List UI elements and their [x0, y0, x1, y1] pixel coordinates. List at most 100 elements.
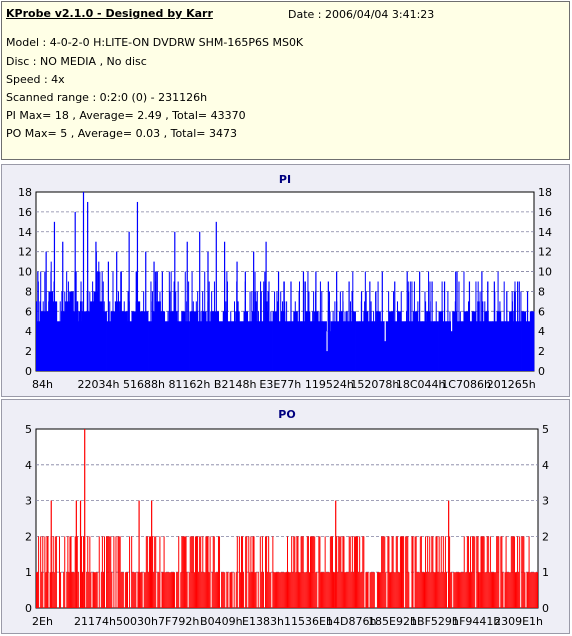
- po-bar: [211, 572, 213, 608]
- po-bar: [77, 572, 79, 608]
- po-bar: [122, 572, 124, 608]
- pi-sample: [64, 291, 66, 371]
- pi-sample: [264, 301, 266, 371]
- po-bar: [90, 572, 92, 608]
- pi-sample: [135, 271, 137, 371]
- pi-sample: [169, 291, 171, 371]
- y-tick-label-right: 14: [538, 226, 552, 239]
- pi-sample: [265, 271, 267, 371]
- pi-spike: [406, 271, 408, 371]
- po-bar: [532, 572, 534, 608]
- po-bar: [297, 536, 299, 608]
- pi-sample: [109, 301, 111, 371]
- po-bars: [36, 429, 538, 608]
- po-bar: [159, 536, 161, 608]
- po-bar: [274, 572, 276, 608]
- po-bar: [174, 572, 176, 608]
- pi-sample: [80, 301, 82, 371]
- po-bar: [444, 536, 446, 608]
- po-bar: [347, 572, 349, 608]
- po-bar: [354, 536, 356, 608]
- pi-sample: [511, 291, 513, 371]
- po-bar: [480, 536, 482, 608]
- pi-bar: [123, 311, 128, 371]
- po-bar: [530, 572, 532, 608]
- po-bar: [214, 572, 216, 608]
- po-bar: [109, 536, 111, 608]
- pi-bar: [496, 311, 502, 371]
- po-bar: [143, 572, 145, 608]
- po-bar: [388, 536, 390, 608]
- po-bar: [285, 572, 287, 608]
- po-bar: [436, 536, 438, 608]
- pi-sample: [127, 291, 129, 371]
- po-bar: [456, 572, 458, 608]
- pi-bar: [401, 321, 406, 371]
- po-bar: [463, 536, 465, 608]
- po-bar: [334, 572, 336, 608]
- po-bar: [398, 572, 400, 608]
- y-tick-label-left: 16: [18, 206, 32, 219]
- pi-spike: [348, 281, 350, 371]
- po-bar: [314, 536, 316, 608]
- po-bar: [55, 536, 57, 608]
- po-bar: [233, 572, 235, 608]
- po-bar: [53, 572, 55, 608]
- po-bar: [384, 536, 386, 608]
- x-tick-label: 185E92h: [368, 615, 417, 628]
- po-bar: [193, 572, 195, 608]
- po-bar: [393, 572, 395, 608]
- po-bar: [391, 536, 393, 608]
- po-bar: [222, 572, 224, 608]
- pi-sample: [344, 311, 346, 371]
- pi-spike: [431, 281, 433, 371]
- pi-sample: [226, 281, 228, 371]
- pi-sample: [407, 281, 409, 371]
- pi-sample: [202, 291, 204, 371]
- po-bar: [231, 572, 233, 608]
- po-bar: [281, 572, 283, 608]
- po-bar: [168, 572, 170, 608]
- po-bar: [178, 536, 180, 608]
- po-bar: [289, 572, 291, 608]
- x-tick-label: 1BF529h: [410, 615, 459, 628]
- pi-chart: PI 0 0 2 2 4 4 6 6 8 8 10 10 12 12 14 14 16 16 18 18 84h 22034…: [18, 173, 552, 391]
- pi-spike: [443, 281, 446, 371]
- po-bar: [119, 536, 121, 608]
- po-bar: [134, 572, 136, 608]
- po-spike: [50, 500, 52, 608]
- po-bar: [239, 572, 241, 608]
- pi-sample: [99, 271, 101, 371]
- po-bar: [352, 572, 354, 608]
- po-bar: [133, 572, 135, 608]
- pi-sample: [76, 301, 78, 371]
- po-bar: [276, 572, 278, 608]
- po-bar: [381, 536, 383, 608]
- y-tick-label-right: 5: [542, 423, 549, 436]
- po-bar: [383, 536, 385, 608]
- pi-sample: [168, 271, 170, 371]
- x-tick-label: 1F9441h: [452, 615, 500, 628]
- po-bar: [260, 572, 262, 608]
- pi-sample: [257, 311, 259, 371]
- pi-sample: [136, 271, 138, 371]
- po-bar: [152, 536, 154, 608]
- po-bar: [451, 572, 453, 608]
- pi-sample: [86, 291, 88, 371]
- po-bar: [140, 572, 142, 608]
- po-bar: [370, 572, 372, 608]
- po-bar: [349, 536, 351, 608]
- po-bar: [196, 536, 198, 608]
- po-bar: [235, 572, 237, 608]
- pi-spike: [153, 261, 155, 371]
- po-bar: [516, 572, 518, 608]
- pi-sample: [173, 281, 175, 371]
- po-bar: [45, 572, 47, 608]
- pi-sample: [143, 291, 145, 371]
- x-tick-label: 119524h: [305, 378, 354, 391]
- po-bar: [284, 572, 286, 608]
- pi-sample: [236, 281, 238, 371]
- po-bar: [486, 536, 488, 608]
- pi-sample: [286, 301, 288, 371]
- po-bar: [457, 572, 459, 608]
